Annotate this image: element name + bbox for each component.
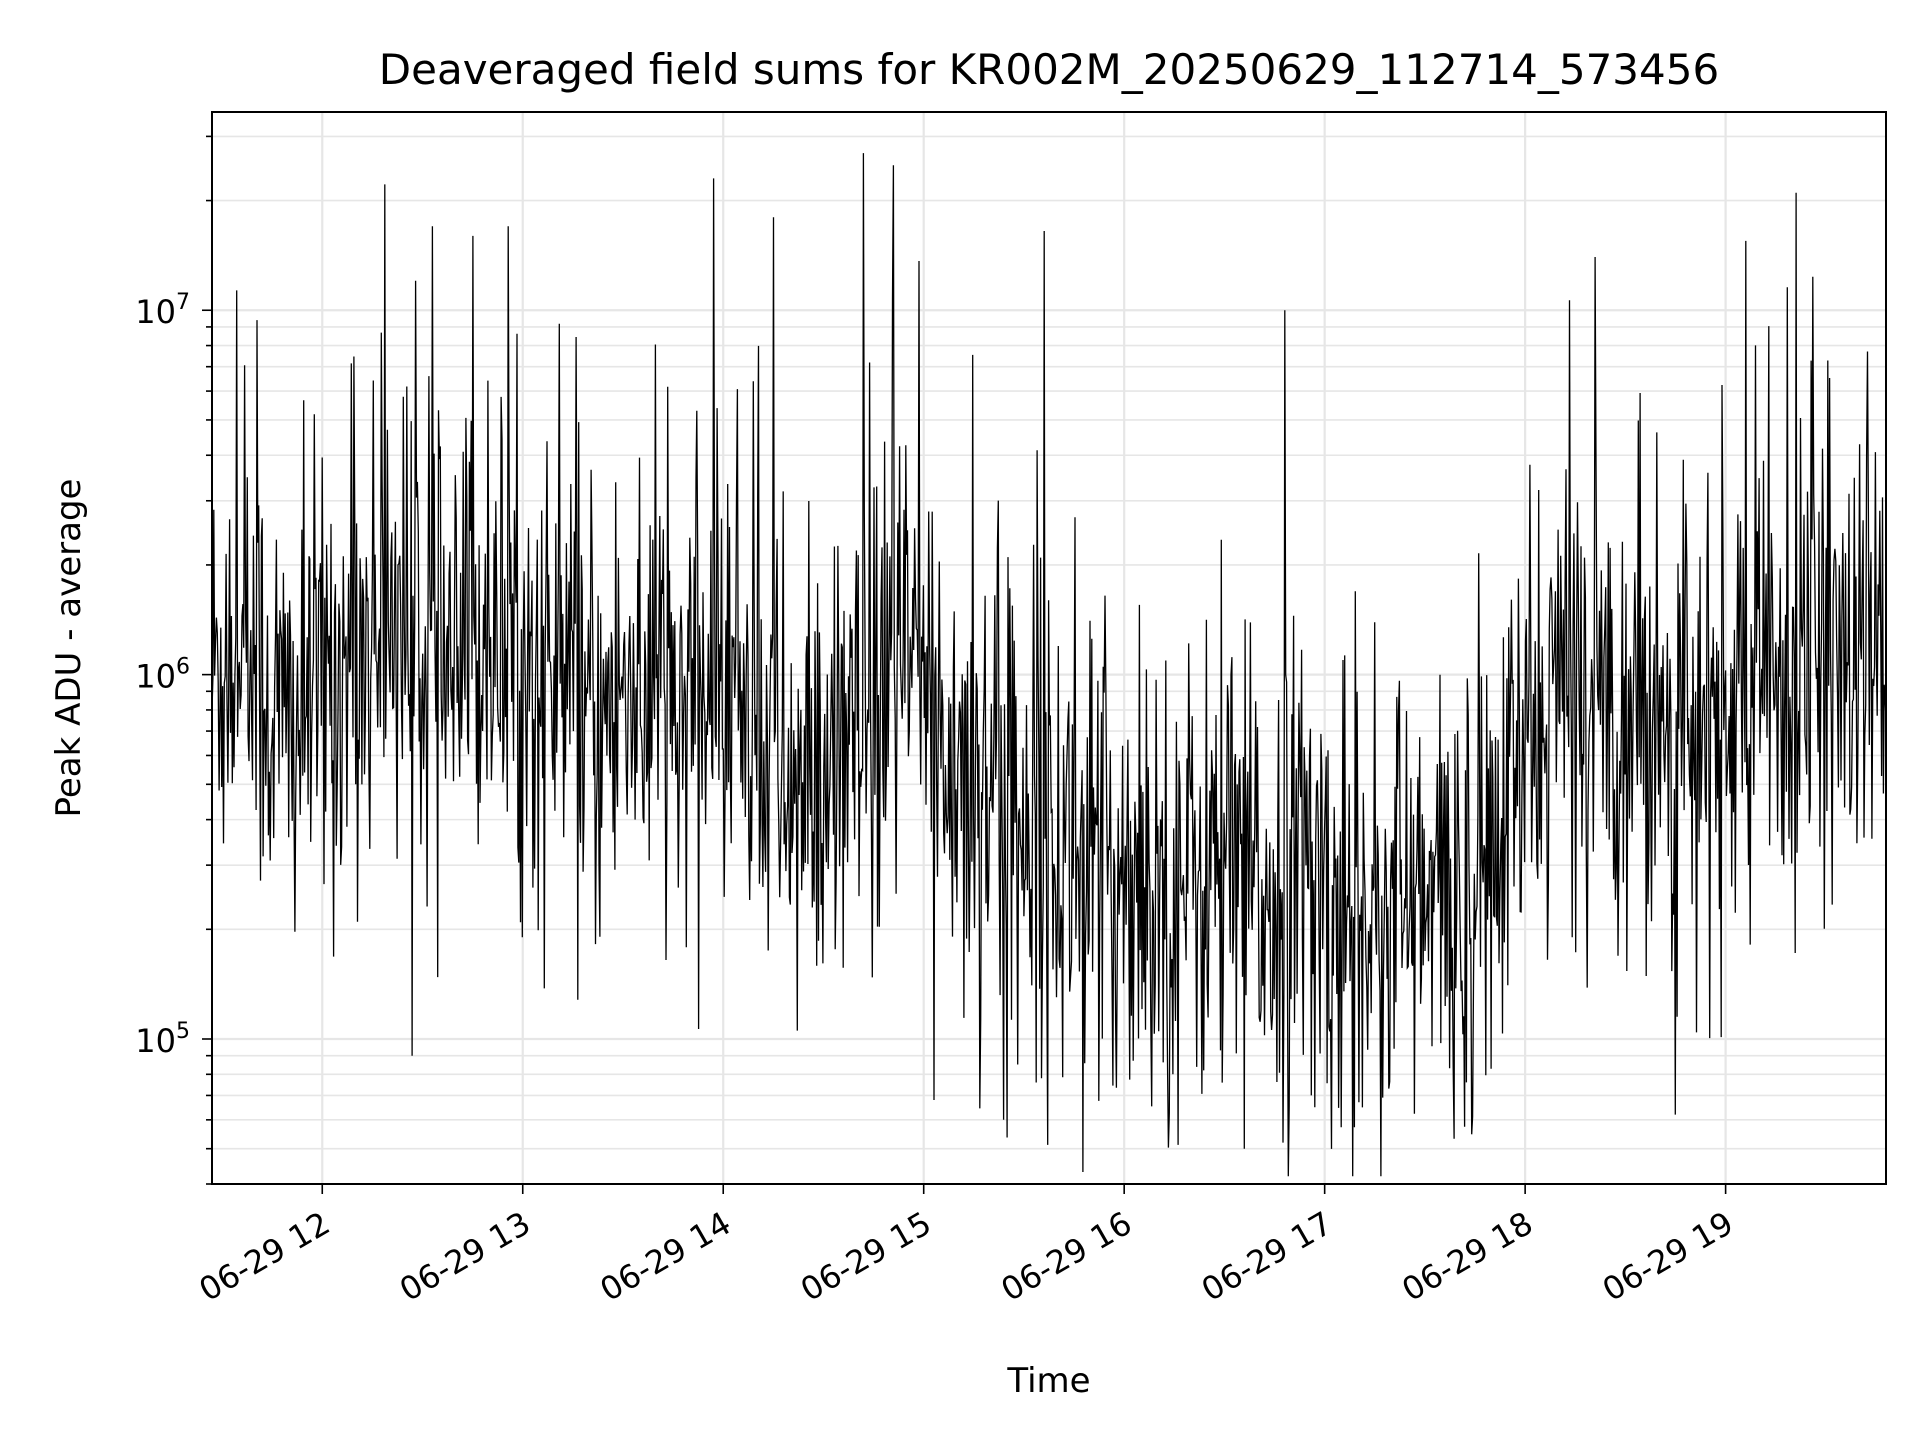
y-tick-label: 107 bbox=[135, 290, 190, 331]
x-axis-label: Time bbox=[1006, 1361, 1090, 1401]
x-tick-label: 06-29 18 bbox=[1396, 1204, 1540, 1309]
x-tick-label: 06-29 16 bbox=[995, 1204, 1139, 1309]
plot-frame bbox=[211, 111, 1887, 1185]
x-tick-label: 06-29 14 bbox=[594, 1204, 738, 1309]
series-line bbox=[212, 153, 1886, 1177]
y-tick-label: 105 bbox=[135, 1019, 190, 1060]
x-tick-label: 06-29 12 bbox=[193, 1204, 337, 1309]
x-tick-label: 06-29 13 bbox=[393, 1204, 537, 1309]
y-axis-label: Peak ADU - average bbox=[49, 479, 89, 818]
series-layer bbox=[212, 153, 1886, 1177]
y-tick-label: 106 bbox=[135, 655, 190, 696]
x-tick-label: 06-29 19 bbox=[1596, 1204, 1740, 1309]
x-tick-label: 06-29 15 bbox=[794, 1204, 938, 1309]
chart-title: Deaveraged field sums for KR002M_2025062… bbox=[379, 45, 1719, 94]
tick-layer: 105 106 107 06-29 12 06-29 13 06-29 14 06-29 1… bbox=[135, 135, 1740, 1309]
x-tick-label: 06-29 17 bbox=[1195, 1204, 1339, 1309]
